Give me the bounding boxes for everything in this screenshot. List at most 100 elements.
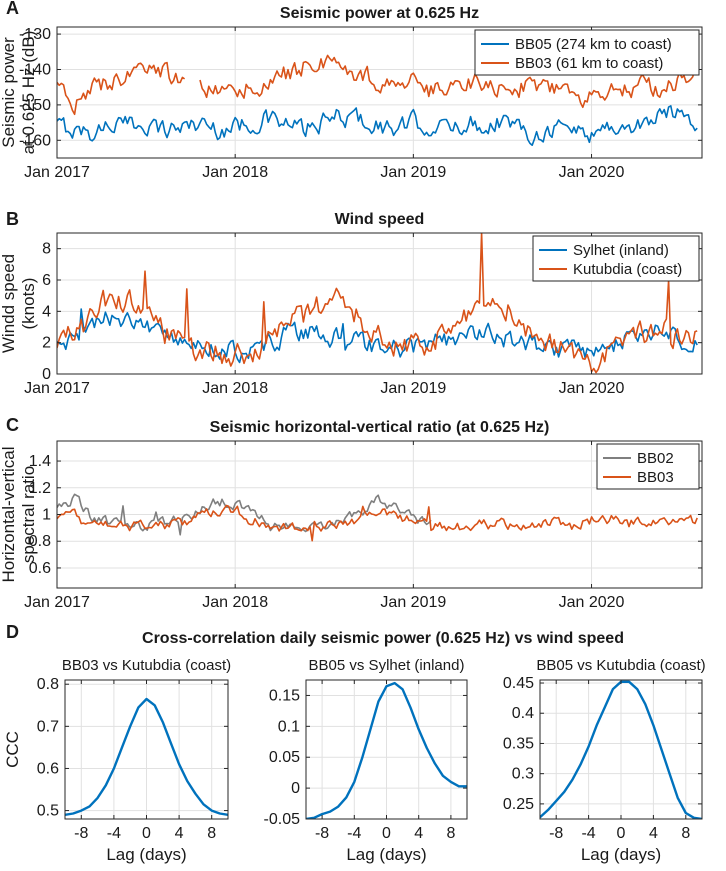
legend: BB02 BB03 [596,443,700,490]
x-tick-label-1: -4 [107,825,121,842]
series-line-2 [57,54,698,116]
x-axis-label: Lag (days) [581,845,661,864]
series-line-2 [57,233,698,374]
y-axis-label-line-1: Horizontal-vertical [0,446,18,582]
y-tick-label-4: 8 [42,241,51,258]
panel-title: BB05 vs Kutubdia (coast) [536,657,705,674]
y-tick-label-2: 0.7 [37,718,59,735]
panel-title: Seismic power at 0.625 Hz [280,5,479,22]
y-tick-label-0: -0.05 [264,811,301,828]
y-tick-label-4: 0.45 [503,675,534,692]
series-line-1 [57,105,698,146]
x-tick-label-2: 0 [382,825,391,842]
y-tick-label-3: 6 [42,272,51,289]
x-axis-label: Lag (days) [346,845,426,864]
panel-letter-C: C [6,415,19,435]
y-tick-label-1: 0.3 [512,766,534,783]
legend-label-2: Kutubdia (coast) [573,261,682,278]
axes-box [56,232,703,375]
group-title: Cross-correlation daily seismic power (0… [142,630,624,647]
x-tick-label-2: Jan 2019 [380,164,446,181]
y-tick-label-2: 4 [42,303,51,320]
y-axis-label: CCC [3,731,22,768]
y-tick-label-3: 0.4 [512,705,534,722]
y-tick-label-1: 0.8 [29,533,51,550]
legend: Sylhet (inland) Kutubdia (coast) [532,235,700,282]
x-tick-label-2: Jan 2019 [380,380,446,397]
legend-box [532,235,700,282]
y-tick-label-0: 0.6 [29,560,51,577]
legend-label-1: Sylhet (inland) [573,242,669,259]
panel-2: Jan 2017 Jan 2018 Jan 2019 Jan 2020 0 2 4 6 8 Win… [0,211,703,397]
axes-box [56,26,703,159]
panel-3: Jan 2017 Jan 2018 Jan 2019 Jan 2020 0.6 0.8 1 1… [0,419,703,611]
y-axis-label-line-2: at 0.625 Hz (dB) [19,31,38,155]
y-axis-label-line-2: spectral ratio [19,466,38,563]
y-tick-label-2: 0.35 [503,735,534,752]
y-tick-label-0: 0 [42,366,51,383]
x-tick-label-4: 8 [207,825,216,842]
y-tick-label-1: 0.6 [37,760,59,777]
panel-letter-B: B [6,209,19,229]
series-line-2 [57,504,698,542]
y-tick-label-4: 1.4 [29,453,51,470]
panel-1: Jan 2017 Jan 2018 Jan 2019 Jan 2020 -160 -150… [0,5,703,181]
legend-box [596,443,700,490]
x-tick-label-0: Jan 2017 [24,594,90,611]
x-tick-label-0: Jan 2017 [24,380,90,397]
series-line-1 [306,681,467,819]
x-tick-label-3: 4 [649,825,658,842]
legend-box [474,29,700,76]
legend-label-2: BB03 (61 km to coast) [515,55,663,72]
x-tick-label-0: -8 [315,825,329,842]
x-tick-label-1: -4 [581,825,595,842]
y-tick-label-2: -140 [19,61,51,78]
x-tick-label-1: -4 [347,825,361,842]
y-tick-label-1: 0 [291,780,300,797]
x-tick-label-0: -8 [74,825,88,842]
panel-letter-A: A [6,0,19,18]
y-tick-label-2: 0.05 [269,749,300,766]
x-tick-label-0: Jan 2017 [24,164,90,181]
x-tick-label-2: Jan 2019 [380,594,446,611]
panel-title: Seismic horizontal-vertical ratio (at 0.… [210,419,550,436]
y-axis-label-line-1: Seismic power [0,37,18,148]
y-tick-label-4: 0.15 [269,687,300,704]
y-tick-label-0: 0.5 [37,803,59,820]
panel-title: BB03 vs Kutubdia (coast) [62,657,231,674]
x-tick-label-2: 0 [142,825,151,842]
x-tick-label-2: 0 [617,825,626,842]
panel-title: BB05 vs Sylhet (inland) [309,657,465,674]
panel-letter-D: D [6,622,19,642]
x-tick-label-3: Jan 2020 [559,164,625,181]
x-tick-label-1: Jan 2018 [202,594,268,611]
y-tick-label-1: -150 [19,97,51,114]
y-axis-label-line-1: Windd speed [0,254,18,353]
y-tick-label-3: 0.1 [278,718,300,735]
x-tick-label-3: 4 [414,825,423,842]
y-tick-label-3: 0.8 [37,676,59,693]
x-tick-label-1: Jan 2018 [202,164,268,181]
y-tick-label-0: -160 [19,132,51,149]
x-tick-label-4: 8 [681,825,690,842]
x-tick-label-1: Jan 2018 [202,380,268,397]
series-line-1 [57,493,432,536]
y-axis-label-line-2: (knots) [19,278,38,330]
legend-label-1: BB02 [637,450,674,467]
legend: BB05 (274 km to coast) BB03 (61 km to coa… [474,29,700,76]
y-tick-label-3: -130 [19,26,51,43]
y-tick-label-2: 1 [42,507,51,524]
y-tick-label-0: 0.25 [503,796,534,813]
legend-label-2: BB03 [637,469,674,486]
x-axis-label: Lag (days) [106,845,186,864]
panel-title: Wind speed [335,211,425,228]
x-tick-label-4: 8 [446,825,455,842]
legend-label-1: BB05 (274 km to coast) [515,36,672,53]
x-tick-label-3: Jan 2020 [559,380,625,397]
x-tick-label-3: 4 [175,825,184,842]
x-tick-label-0: -8 [549,825,563,842]
x-tick-label-3: Jan 2020 [559,594,625,611]
y-tick-label-1: 2 [42,335,51,352]
